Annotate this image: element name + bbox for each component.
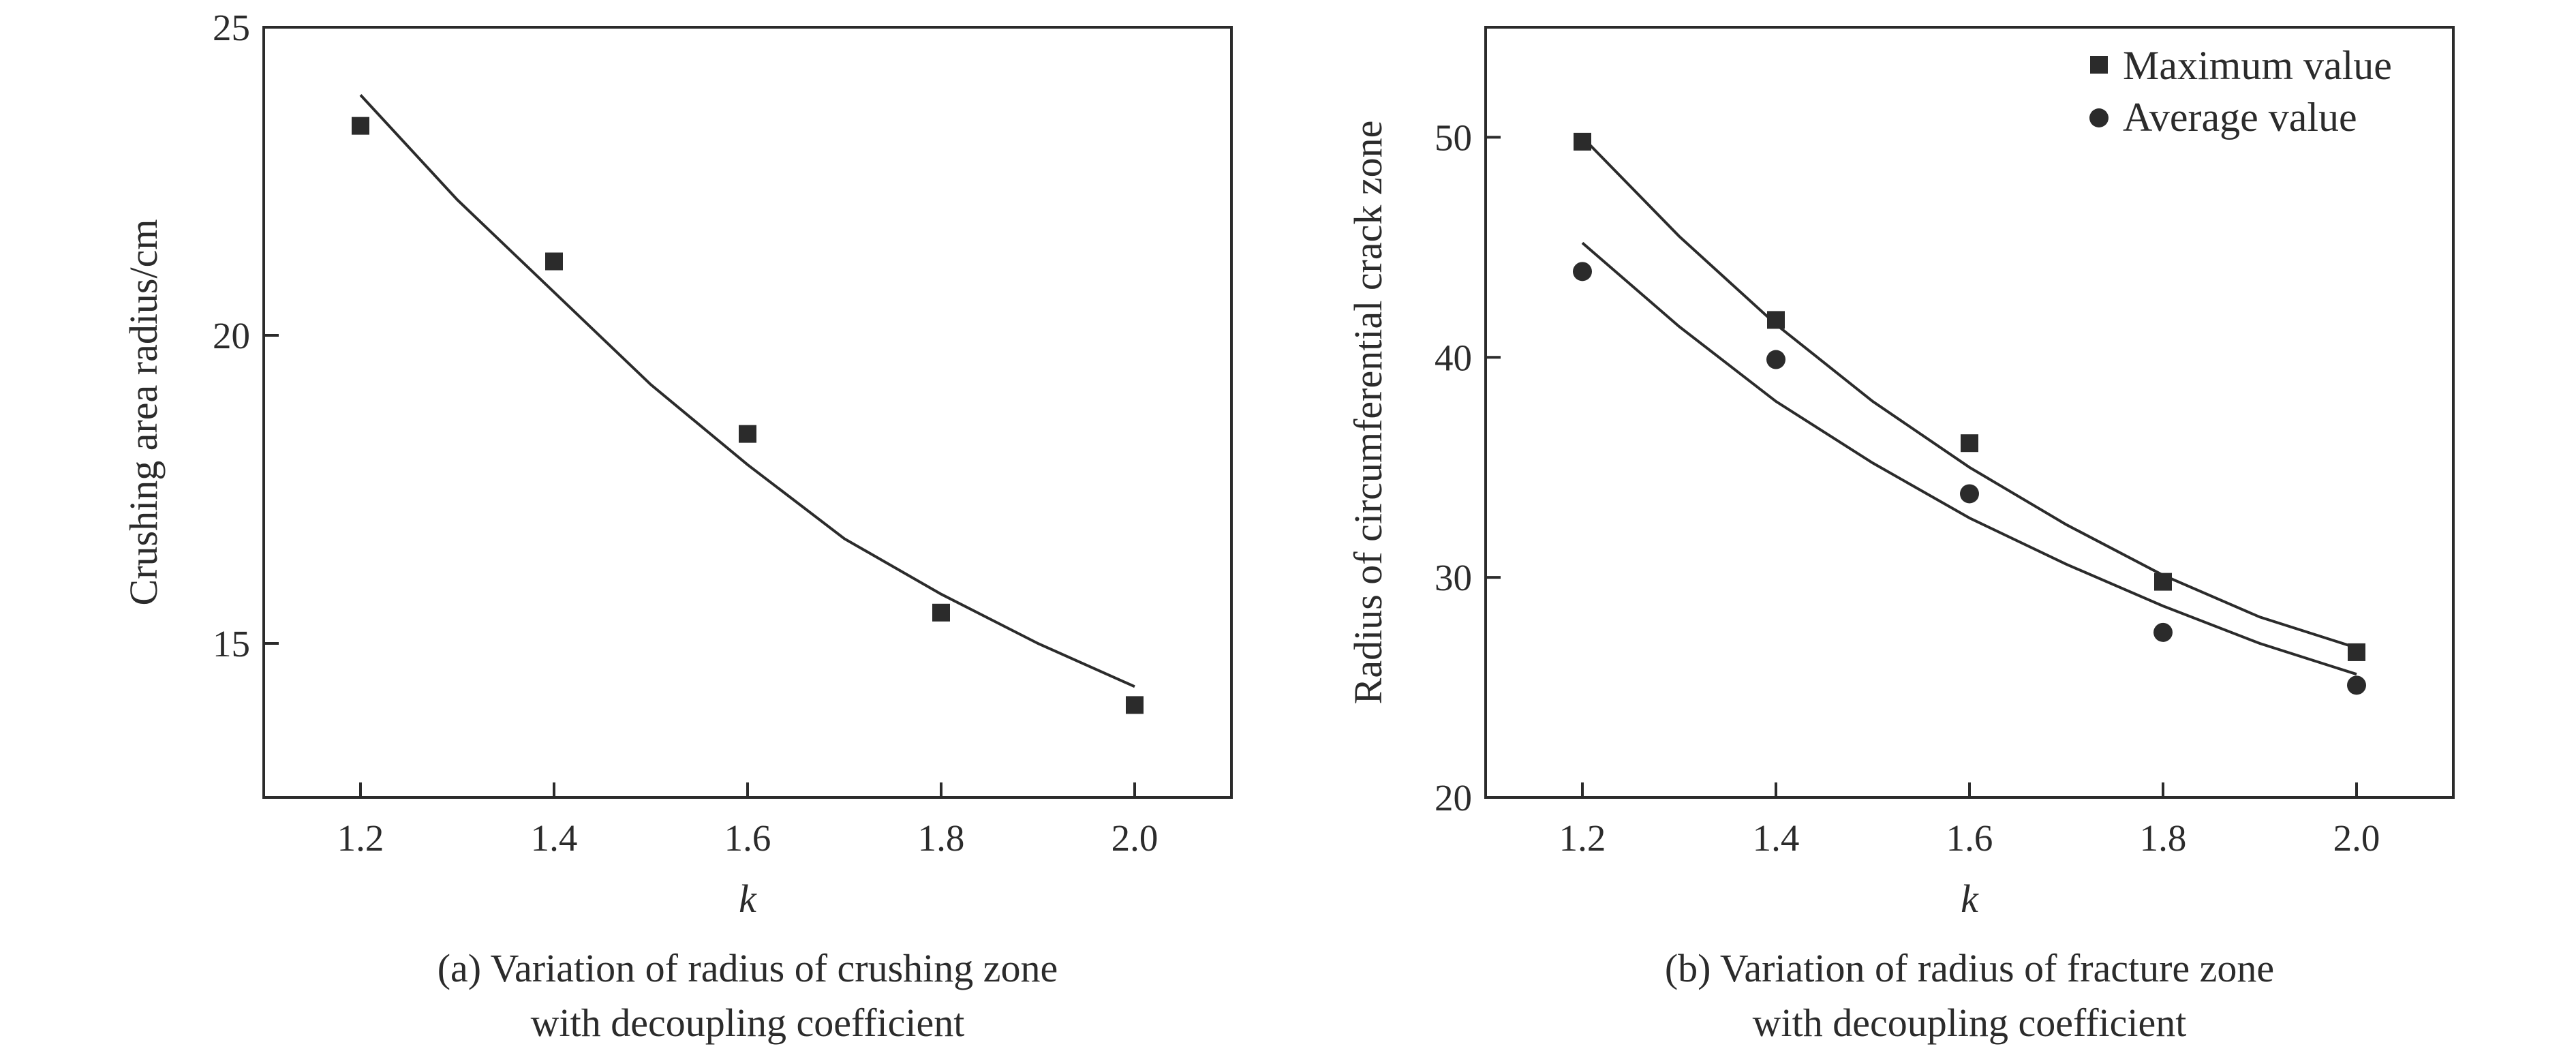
tick-labels-b: 1.2 1.4 1.6 1.8 2.0 20 30 40 50 xyxy=(1435,117,2380,859)
x-tick-label: 2.0 xyxy=(2333,817,2380,859)
plot-frame-b xyxy=(1484,26,2455,799)
data-point-square xyxy=(1126,696,1144,714)
x-tick-label: 1.6 xyxy=(1946,817,1993,859)
y-tick-label: 30 xyxy=(1435,557,1472,598)
plot-frame-a xyxy=(262,26,1233,799)
data-point-square xyxy=(1767,311,1785,329)
legend: Maximum value Average value xyxy=(2089,43,2392,140)
data-point-square xyxy=(1574,132,1591,151)
chart-panel-b: 1.2 1.4 1.6 1.8 2.0 20 30 40 50 Radius of circum… xyxy=(1346,26,2455,1045)
x-axis-label-a: k xyxy=(739,877,757,921)
data-point-square xyxy=(2348,643,2365,661)
data-point-square xyxy=(739,425,756,443)
x-tick-label: 1.8 xyxy=(918,817,965,859)
x-tick-label: 2.0 xyxy=(1111,817,1159,859)
fit-curve-a xyxy=(359,94,1135,688)
tick-labels-a: 1.2 1.4 1.6 1.8 2.0 15 20 25 xyxy=(213,7,1158,859)
data-point-square xyxy=(545,252,563,271)
y-tick-label: 20 xyxy=(213,315,250,356)
data-markers-a xyxy=(352,117,1144,714)
x-tick-label: 1.2 xyxy=(1559,817,1606,859)
x-tick-label: 1.4 xyxy=(1753,817,1800,859)
average-value-point xyxy=(1766,350,1785,369)
average-value-point xyxy=(2347,675,2366,695)
axis-ticks-b xyxy=(1486,136,2358,799)
x-tick-label: 1.4 xyxy=(531,817,578,859)
y-tick-label: 15 xyxy=(213,623,250,665)
caption-b-line-2: with decoupling coefficient xyxy=(1753,1001,2187,1045)
data-point-square xyxy=(932,603,950,622)
caption-a-line-2: with decoupling coefficient xyxy=(531,1001,965,1045)
x-tick-label: 1.2 xyxy=(337,817,384,859)
x-tick-label: 1.6 xyxy=(724,817,771,859)
square-marker-icon xyxy=(2090,56,2108,74)
y-tick-label: 50 xyxy=(1435,117,1472,158)
average-value-point xyxy=(1960,484,1979,504)
y-tick-label: 40 xyxy=(1435,337,1472,378)
caption-b-line-1: (b) Variation of radius of fracture zone xyxy=(1665,946,2274,990)
fit-curve-average xyxy=(1581,241,2357,676)
fit-curve-maximum xyxy=(1581,136,2357,650)
average-value-point xyxy=(1573,262,1592,281)
y-tick-label: 20 xyxy=(1435,777,1472,819)
x-tick-label: 1.8 xyxy=(2140,817,2187,859)
legend-label-maximum: Maximum value xyxy=(2123,43,2392,88)
y-tick-label: 25 xyxy=(213,7,250,48)
average-value-point xyxy=(2153,622,2173,642)
x-axis-label-b: k xyxy=(1961,877,1979,921)
data-point-square xyxy=(2154,573,2172,591)
circle-marker-icon xyxy=(2089,108,2109,127)
axis-ticks-a xyxy=(264,26,1136,797)
y-axis-label-a: Crushing area radius/cm xyxy=(121,219,166,606)
y-axis-label-b: Radius of circumferential crack zone xyxy=(1346,121,1390,705)
legend-label-average: Average value xyxy=(2123,95,2357,140)
chart-panel-a: 1.2 1.4 1.6 1.8 2.0 15 20 25 Crushing area radi… xyxy=(121,7,1233,1045)
data-markers-b xyxy=(1573,132,2366,695)
caption-a-line-1: (a) Variation of radius of crushing zone xyxy=(438,946,1058,990)
data-point-square xyxy=(352,117,369,135)
data-point-square xyxy=(1961,434,1978,453)
